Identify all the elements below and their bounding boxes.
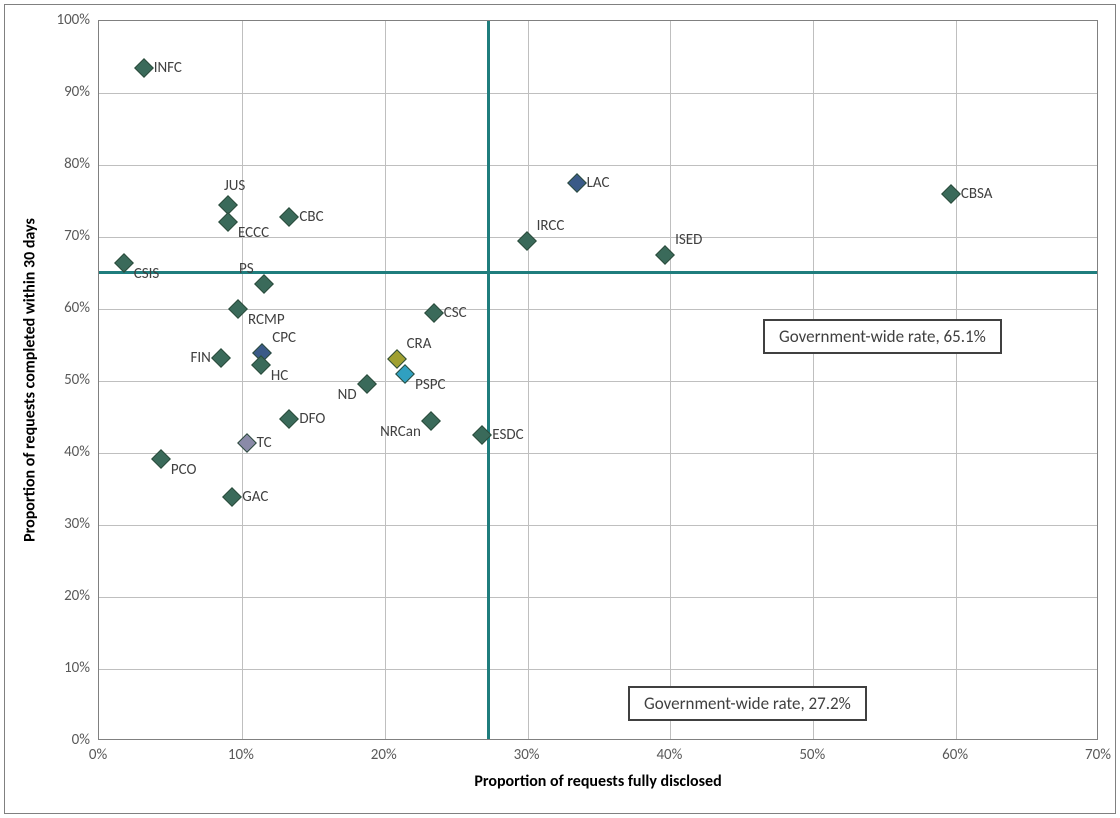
y-tick-label: 100% <box>56 11 90 29</box>
reference-line-vertical <box>487 21 490 739</box>
x-gridline <box>813 21 814 739</box>
y-tick-label: 70% <box>64 227 90 245</box>
data-point-label: LAC <box>587 174 610 192</box>
data-point-label: INFC <box>154 59 182 77</box>
x-gridline <box>670 21 671 739</box>
y-tick-label: 0% <box>72 731 90 749</box>
y-tick-label: 20% <box>64 587 90 605</box>
y-gridline <box>99 453 1097 454</box>
y-tick-label: 10% <box>64 659 90 677</box>
data-point-label: CSC <box>444 304 467 322</box>
data-point-label: ND <box>338 386 357 404</box>
data-point-label: HC <box>271 367 288 385</box>
data-point-label: ISED <box>675 231 702 249</box>
data-point-label: PSPC <box>415 376 445 394</box>
x-tick-label: 10% <box>228 746 254 764</box>
annotation-box: Government-wide rate, 27.2% <box>628 686 867 721</box>
data-point-label: TC <box>257 434 272 452</box>
data-point-label: ECCC <box>238 224 269 242</box>
plot-area <box>98 20 1098 740</box>
y-tick-label: 90% <box>64 83 90 101</box>
data-point-label: IRCC <box>537 217 565 235</box>
y-gridline <box>99 597 1097 598</box>
data-point-label: ESDC <box>492 426 523 444</box>
data-point-label: DFO <box>299 410 325 428</box>
data-point-label: PCO <box>171 461 197 479</box>
data-point-label: CBSA <box>961 185 993 203</box>
y-tick-label: 60% <box>64 299 90 317</box>
data-point-label: CRA <box>407 335 432 353</box>
data-point-label: CBC <box>299 208 323 226</box>
data-point-label: NRCan <box>380 423 421 441</box>
y-tick-label: 80% <box>64 155 90 173</box>
x-tick-label: 70% <box>1085 746 1111 764</box>
x-gridline <box>242 21 243 739</box>
x-tick-label: 0% <box>89 746 107 764</box>
chart-container: Proportion of requests fully disclosed P… <box>0 0 1120 818</box>
data-point-label: CPC <box>272 329 296 347</box>
annotation-box: Government-wide rate, 65.1% <box>763 319 1002 354</box>
y-gridline <box>99 165 1097 166</box>
x-gridline <box>528 21 529 739</box>
y-tick-label: 30% <box>64 515 90 533</box>
y-gridline <box>99 381 1097 382</box>
y-axis-title: Proportion of requests completed within … <box>21 218 40 542</box>
y-gridline <box>99 93 1097 94</box>
x-tick-label: 40% <box>656 746 682 764</box>
x-tick-label: 30% <box>514 746 540 764</box>
y-gridline <box>99 525 1097 526</box>
data-point-label: RCMP <box>248 311 285 329</box>
data-point-label: PS <box>239 260 254 278</box>
y-tick-label: 50% <box>64 371 90 389</box>
data-point-label: FIN <box>190 349 210 367</box>
data-point-label: GAC <box>242 488 268 506</box>
y-tick-label: 40% <box>64 443 90 461</box>
x-tick-label: 50% <box>799 746 825 764</box>
data-point-label: JUS <box>224 177 245 195</box>
x-tick-label: 60% <box>942 746 968 764</box>
y-gridline <box>99 669 1097 670</box>
x-axis-title: Proportion of requests fully disclosed <box>474 772 721 791</box>
x-gridline <box>956 21 957 739</box>
x-tick-label: 20% <box>371 746 397 764</box>
x-gridline <box>385 21 386 739</box>
data-point-label: CSIS <box>134 265 160 283</box>
